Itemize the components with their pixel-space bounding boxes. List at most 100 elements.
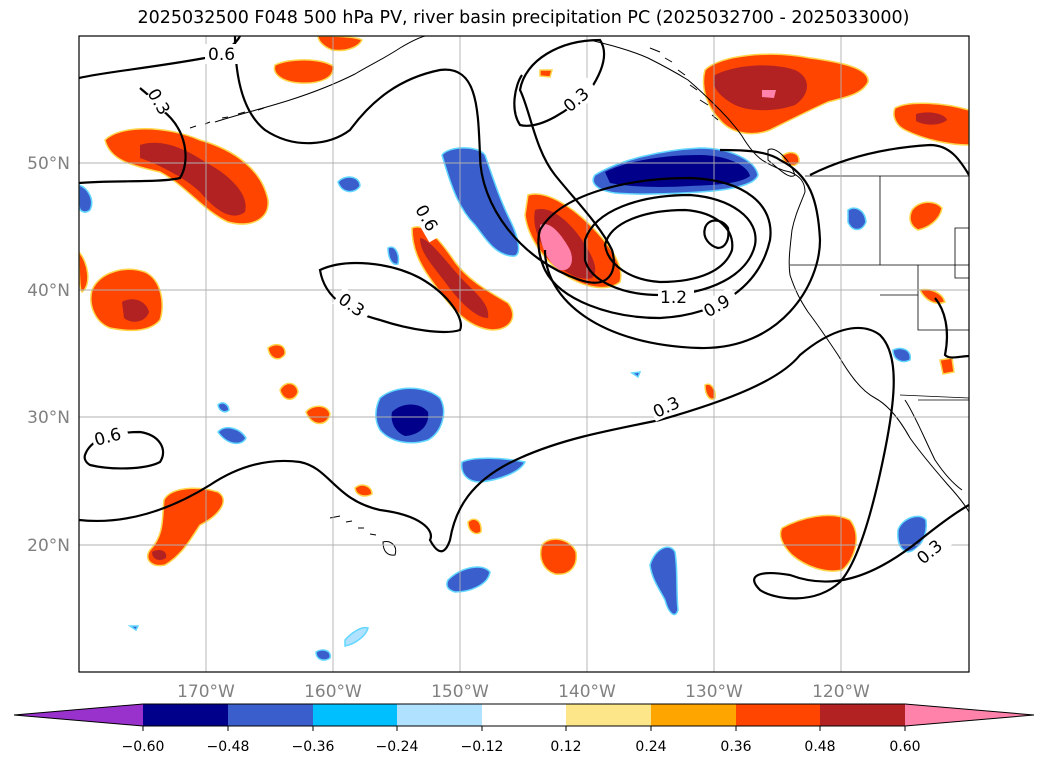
colorbar-segment (566, 704, 651, 726)
positive-anomaly-patch (909, 201, 943, 231)
negative-anomaly-patch (892, 347, 911, 363)
south-alaska-coast (589, 39, 806, 193)
lat-label: 20°N (27, 536, 70, 556)
lon-label: 120°W (812, 682, 870, 702)
positive-anomaly-core (122, 299, 149, 322)
pv-contours (79, 36, 969, 600)
positive-anomaly-patch (354, 484, 373, 497)
colorbar-segment (651, 704, 736, 726)
lat-label: 40°N (27, 281, 70, 301)
lon-label: 170°W (177, 682, 235, 702)
positive-anomaly-core (140, 142, 246, 216)
colorbar-tick-labels: −0.60 −0.48 −0.36 −0.24 −0.12 0.12 0.24 … (122, 739, 921, 755)
negative-anomaly-patch (217, 427, 247, 445)
contour-labels: 0.6 0.3 0.3 0.6 0.3 1.2 0.9 0.3 0.6 0.3 (90, 44, 953, 569)
lon-label: 130°W (685, 682, 743, 702)
pv-contour-03-east (543, 148, 822, 350)
lat-label: 50°N (27, 154, 70, 174)
colorbar-segment (228, 704, 313, 726)
pv-contour-03-west (79, 326, 969, 600)
map-title: 2025032500 F048 500 hPa PV, river basin … (137, 8, 910, 28)
gridlines (79, 36, 969, 672)
negative-anomaly-patch (441, 147, 520, 257)
colorbar-segment (905, 704, 1034, 726)
precip-anomaly-shading (79, 36, 969, 575)
colorbar-tick-label: −0.24 (376, 739, 419, 755)
map-plot-area (79, 36, 969, 672)
pv-contour-12-inner (603, 208, 734, 284)
positive-anomaly-patch (90, 268, 163, 332)
baja-california (904, 399, 963, 491)
colorbar-tick-label: 0.48 (804, 739, 835, 755)
colorbar-tick-label: 0.36 (720, 739, 751, 755)
positive-anomaly-patch (279, 382, 299, 400)
political-borders (790, 175, 969, 401)
colorbar-segment (482, 704, 566, 726)
lon-label: 150°W (431, 682, 489, 702)
lon-label: 160°W (304, 682, 362, 702)
colorbar-segment (736, 704, 820, 726)
colorbar-segment (313, 704, 397, 726)
positive-anomaly-core (420, 238, 489, 318)
pacific-northwest-coast (788, 191, 969, 513)
negative-anomaly-patch (387, 246, 400, 266)
colorbar-segment (397, 704, 482, 726)
lon-label: 140°W (558, 682, 616, 702)
positive-anomaly-patch (939, 357, 955, 375)
negative-anomaly-patch (79, 184, 93, 213)
aleutian-islands (189, 107, 265, 129)
positive-anomaly-patch (779, 514, 857, 572)
pv-contour-09-east (809, 143, 969, 176)
colorbar-tick-label: −0.48 (207, 739, 250, 755)
positive-anomaly-patch (273, 59, 334, 84)
colorbar-segment (143, 704, 228, 726)
negative-anomaly-patch (446, 566, 491, 593)
pv-contour-06-central (233, 36, 615, 284)
vancouver-island (767, 148, 796, 177)
positive-anomaly-core (713, 65, 808, 111)
negative-anomaly-patch (629, 371, 642, 379)
colorbar-tick-label: 0.12 (550, 739, 581, 755)
state-borders (790, 176, 969, 401)
negative-anomaly-patch (344, 626, 369, 647)
positive-anomaly-core (916, 112, 947, 125)
hawaii-islands (329, 515, 397, 556)
colorbar-tick-label: −0.12 (461, 739, 504, 755)
positive-anomaly-patch (267, 343, 286, 360)
positive-anomaly-peak (762, 90, 776, 98)
colorbar: −0.60 −0.48 −0.36 −0.24 −0.12 0.12 0.24 … (13, 703, 1035, 755)
map-frame (78, 35, 970, 673)
mexico-border (899, 394, 969, 399)
coastlines (189, 36, 969, 556)
negative-anomaly-patch (847, 207, 867, 231)
alaska-coastline (214, 36, 426, 123)
negative-anomaly-patch (337, 176, 361, 193)
lat-label: 30°N (27, 408, 70, 428)
positive-anomaly-patch (704, 383, 716, 400)
pv-contour-09 (537, 176, 772, 320)
positive-anomaly-peak (540, 224, 572, 271)
pv-contour-12 (583, 193, 757, 297)
colorbar-tick-label: −0.60 (122, 739, 165, 755)
colorbar-segment (14, 704, 143, 726)
colorbar-tick-label: −0.36 (292, 739, 335, 755)
colorbar-tick-label: 0.24 (635, 739, 666, 755)
positive-anomaly-patch (539, 538, 578, 575)
alaska-panhandle-islands (649, 47, 719, 121)
negative-anomaly-core (391, 404, 429, 436)
negative-anomaly-patch (649, 546, 679, 616)
pv-contour-03-southeast (934, 297, 969, 359)
positive-anomaly-patch (539, 69, 553, 78)
pv-contour-15 (703, 219, 730, 250)
contour-label: 0.6 (208, 45, 235, 65)
colorbar-ticks (142, 726, 906, 731)
colorbar-tick-label: 0.60 (889, 739, 920, 755)
latitude-labels: 50°N 40°N 30°N 20°N (27, 154, 70, 556)
colorbar-segment (820, 704, 905, 726)
positive-anomaly-patch (467, 518, 482, 535)
negative-anomaly-patch (315, 649, 331, 661)
negative-anomaly-patch (217, 402, 230, 413)
positive-anomaly-core (152, 550, 167, 560)
negative-anomaly-patch (127, 625, 140, 632)
